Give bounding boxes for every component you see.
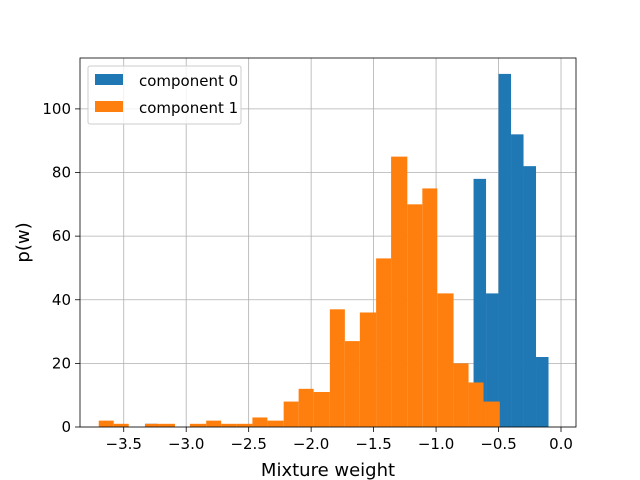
histogram-bar-component-1 xyxy=(98,420,114,427)
histogram-bar-component-1 xyxy=(236,423,253,427)
x-tick-label: −3.0 xyxy=(168,435,204,453)
legend-label-component-0: component 0 xyxy=(139,72,238,90)
histogram-bar-component-1 xyxy=(283,401,299,427)
y-tick-label: 0 xyxy=(61,418,71,436)
plot-frame xyxy=(79,57,577,428)
histogram-bar-component-1 xyxy=(313,392,330,427)
x-tick-label: 0.0 xyxy=(549,435,573,453)
histogram-bar-component-0 xyxy=(498,73,512,427)
histogram-bar-component-1 xyxy=(376,258,392,427)
x-tick-label: −1.5 xyxy=(355,435,391,453)
histogram-bar-component-1 xyxy=(298,388,314,427)
y-axis-label: p(w) xyxy=(13,222,34,262)
axis-ticks: −3.5 −3.0 −2.5 −2.0 −1.5 −1.0 −0.5 0.0 0 20 40 60 80… xyxy=(42,100,573,453)
histogram-bar-component-1 xyxy=(144,423,160,427)
histogram-bar-component-1 xyxy=(391,156,408,428)
legend-box xyxy=(87,65,242,125)
x-tick-label: −3.5 xyxy=(106,435,142,453)
histogram-bar-component-1 xyxy=(359,312,377,427)
x-tick-label: −1.0 xyxy=(418,435,454,453)
y-tick-label: 80 xyxy=(52,164,71,182)
histogram-bar-component-0 xyxy=(473,178,487,427)
histogram-bar-component-1 xyxy=(252,417,268,427)
y-tick-label: 40 xyxy=(52,291,71,309)
histogram-bar-component-1 xyxy=(483,401,500,427)
histogram-bar-component-1 xyxy=(221,423,237,427)
histogram-bar-component-1 xyxy=(468,382,484,427)
histogram-bar-component-1 xyxy=(344,341,360,427)
histogram-bar-component-0 xyxy=(486,293,499,427)
histogram-bar-component-1 xyxy=(159,423,175,427)
legend-label-component-1: component 1 xyxy=(139,99,238,117)
histogram-bar-component-0 xyxy=(523,166,537,428)
histogram-bar-component-0 xyxy=(511,134,524,427)
x-axis-label: Mixture weight xyxy=(261,460,395,480)
y-tick-label: 100 xyxy=(42,100,71,118)
histogram-bar-component-1 xyxy=(113,423,129,427)
histogram-bar-component-1 xyxy=(453,363,469,427)
histogram-bar-component-1 xyxy=(329,309,345,427)
legend-swatch-component-0 xyxy=(95,74,123,85)
x-tick-label: −0.5 xyxy=(480,435,516,453)
histogram-bar-component-1 xyxy=(206,420,222,427)
histogram-bar-component-1 xyxy=(189,423,207,427)
histogram-bar-component-1 xyxy=(407,204,423,427)
histogram-bar-component-1 xyxy=(422,188,438,427)
x-tick-label: −2.5 xyxy=(230,435,266,453)
histogram-bar-component-1 xyxy=(437,293,454,427)
legend-swatch-component-1 xyxy=(95,101,123,112)
histogram-bar-component-0 xyxy=(536,357,549,427)
histogram-bar-component-1 xyxy=(267,420,284,427)
x-tick-label: −2.0 xyxy=(293,435,329,453)
legend: component 0 component 1 xyxy=(87,65,242,125)
y-tick-label: 20 xyxy=(52,354,71,372)
histogram-bars xyxy=(98,73,549,428)
y-tick-label: 60 xyxy=(52,227,71,245)
